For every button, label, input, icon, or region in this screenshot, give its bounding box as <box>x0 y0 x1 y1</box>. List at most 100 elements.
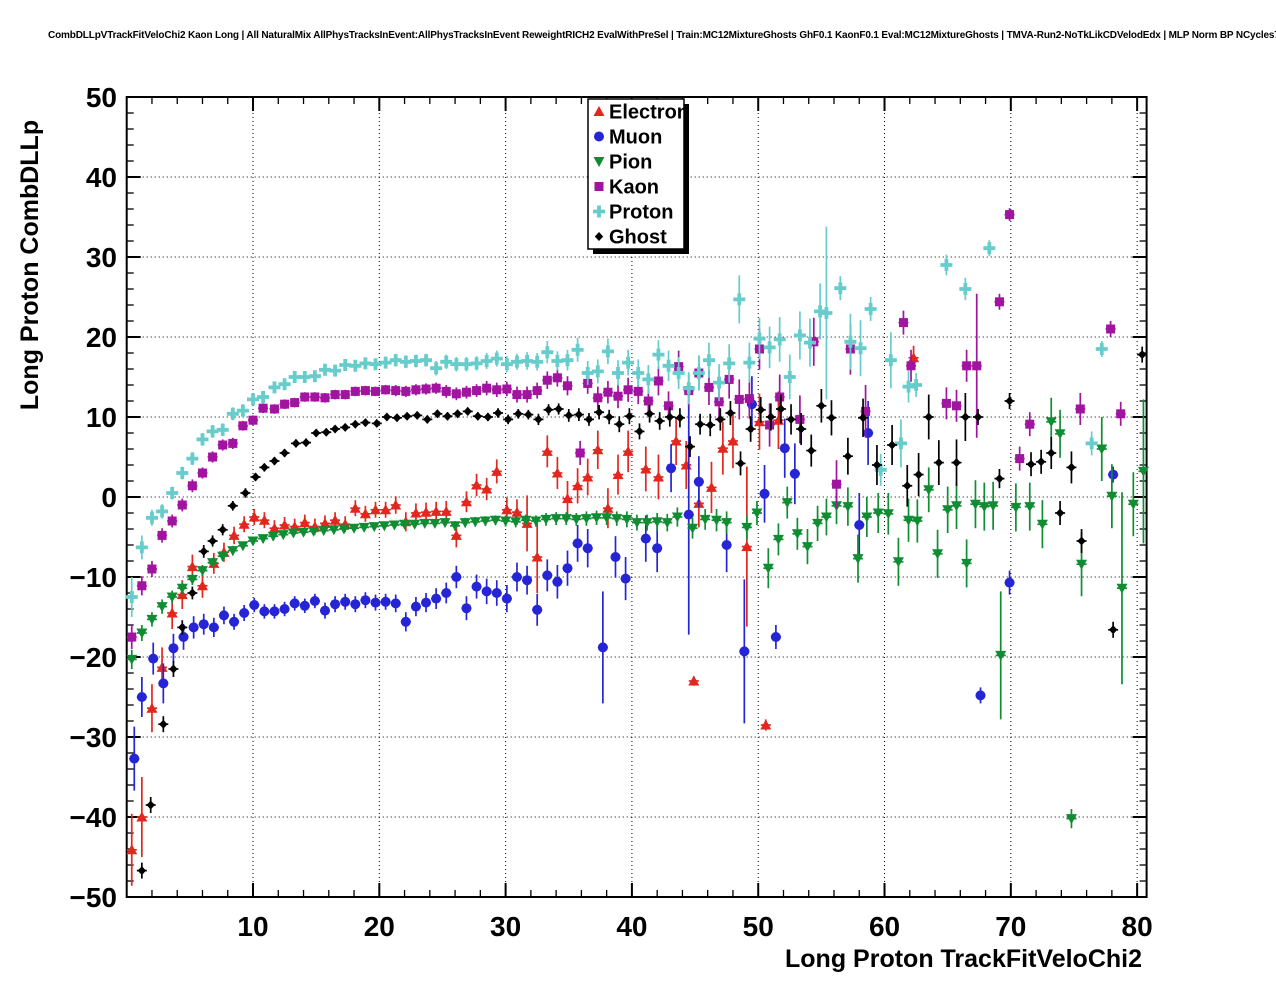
electron-point <box>551 457 563 489</box>
pion-point <box>1137 399 1149 544</box>
ghost-point <box>573 408 584 421</box>
electron-marker <box>753 416 765 427</box>
muon-marker <box>522 575 533 586</box>
kaon-point <box>774 374 785 420</box>
pion-point <box>903 498 915 542</box>
kaon-marker <box>441 386 451 396</box>
electron-point <box>481 477 493 501</box>
proton-point <box>369 358 382 371</box>
electron-marker <box>370 504 382 515</box>
pion-marker <box>942 505 954 516</box>
muon-marker <box>340 596 351 607</box>
pion-marker <box>176 583 188 594</box>
kaon-marker <box>492 385 502 395</box>
muon-point <box>289 596 300 611</box>
electron-point <box>561 481 573 517</box>
ghost-marker <box>934 458 944 468</box>
muon-point <box>168 633 179 663</box>
kaon-marker <box>502 384 512 394</box>
proton-marker <box>156 505 169 518</box>
electron-marker <box>156 661 168 672</box>
ghost-marker <box>756 405 765 415</box>
proton-point <box>226 407 239 421</box>
muon-point <box>229 613 240 630</box>
x-tick-label: 30 <box>490 911 521 942</box>
proton-marker <box>773 333 786 346</box>
proton-marker <box>166 487 179 499</box>
electron-point <box>491 459 503 484</box>
muon-marker <box>400 616 411 627</box>
proton-marker <box>460 358 473 371</box>
ghost-point <box>902 465 913 507</box>
pion-marker <box>550 514 562 525</box>
ghost-point <box>422 414 433 424</box>
ghost-point <box>250 472 261 482</box>
kaon-point <box>319 393 330 403</box>
proton-marker <box>450 358 463 371</box>
kaon-point <box>491 382 502 397</box>
ghost-marker <box>625 411 634 421</box>
proton-point <box>642 365 655 394</box>
kaon-marker <box>522 390 532 400</box>
pion-marker <box>388 520 400 531</box>
muon-point <box>218 606 229 625</box>
ghost-point <box>360 418 371 428</box>
pion-marker <box>1076 559 1088 570</box>
ghost-marker <box>635 426 644 436</box>
muon-point <box>610 536 621 578</box>
muon-marker <box>511 572 522 582</box>
electron-marker <box>572 480 584 491</box>
ghost-marker <box>858 413 868 423</box>
pion-point <box>969 480 981 529</box>
y-tick-label: 30 <box>86 242 117 273</box>
electron-marker <box>258 514 270 525</box>
muon-point <box>421 593 432 613</box>
ghost-marker <box>604 412 614 422</box>
pion-point <box>409 519 421 530</box>
pion-marker <box>791 529 803 540</box>
proton-point <box>940 254 953 276</box>
ghost-point <box>972 409 983 425</box>
proton-legend-icon <box>593 205 605 218</box>
ghost-marker <box>301 438 311 448</box>
pion-point <box>530 515 542 527</box>
muon-marker <box>471 581 482 592</box>
ghost-marker <box>351 419 360 429</box>
proton-point <box>298 371 311 383</box>
muon-marker <box>239 608 250 618</box>
kaon-point <box>961 349 972 382</box>
ghost-point <box>533 413 544 425</box>
muon-marker <box>249 600 260 610</box>
proton-point <box>399 355 412 369</box>
proton-marker <box>288 371 301 383</box>
ghost-point <box>462 406 473 416</box>
pion-point <box>459 517 471 529</box>
pion-marker <box>298 527 310 538</box>
ghost-marker <box>675 413 685 423</box>
ghost-marker <box>322 427 331 437</box>
ghost-marker <box>412 410 422 420</box>
pion-marker <box>136 628 148 639</box>
electron-marker <box>582 471 594 482</box>
muon-point <box>522 565 533 595</box>
muon-marker <box>319 605 330 616</box>
muon-point <box>136 677 147 717</box>
kaon-point <box>390 385 401 397</box>
proton-point <box>236 404 249 417</box>
pion-marker <box>772 534 784 545</box>
pion-point <box>257 534 269 545</box>
kaon-marker <box>360 386 370 396</box>
muon-marker <box>739 646 750 657</box>
ghost-marker <box>766 412 776 422</box>
kaon-marker <box>898 318 908 328</box>
ghost-point <box>858 398 869 437</box>
ghost-marker <box>685 442 695 452</box>
pion-point <box>318 526 330 537</box>
electron-point <box>410 503 422 523</box>
muon-point <box>198 613 209 635</box>
proton-marker <box>521 355 534 367</box>
muon-marker <box>148 653 159 664</box>
kaon-point <box>431 382 442 394</box>
kaon-marker <box>127 632 137 642</box>
legend-item-kaon: Kaon <box>594 177 659 199</box>
